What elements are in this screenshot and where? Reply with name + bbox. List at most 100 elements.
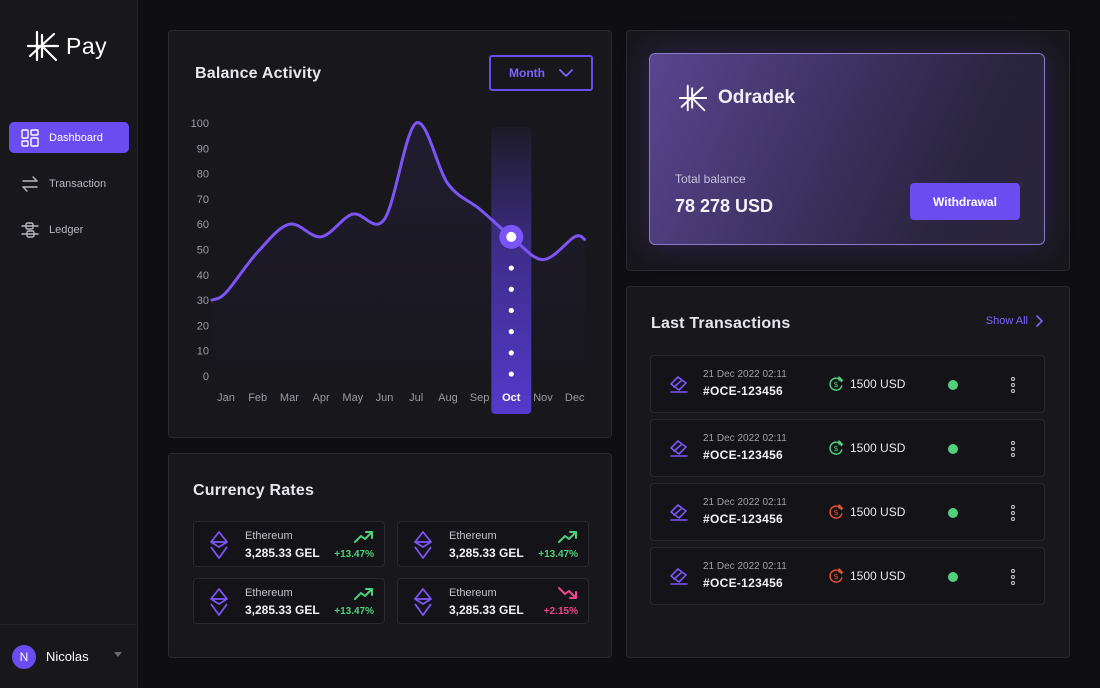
card-brand: Odradek: [678, 84, 795, 112]
transaction-amount-value: 1500 USD: [850, 505, 906, 519]
y-tick-label: 20: [197, 320, 209, 332]
total-balance-value: 78 278 USD: [675, 196, 774, 216]
card-brand-name: Odradek: [718, 87, 796, 108]
currency-rate-card[interactable]: Ethereum 3,285.33 GEL +13.47%: [397, 521, 589, 567]
trend-down-icon: [558, 587, 577, 599]
y-tick-label: 60: [197, 219, 209, 231]
currency-value: 3,285.33 GEL: [245, 603, 320, 617]
panel-title: Last Transactions: [651, 315, 791, 332]
more-options-icon[interactable]: [1008, 439, 1018, 459]
transaction-row[interactable]: 21 Dec 2022 02:11 #OCE-123456 $1500 USD: [650, 419, 1045, 477]
logo-icon: [678, 84, 708, 112]
currency-change: +13.47%: [334, 549, 374, 560]
balance-card: Odradek Total balance 78 278 USD Withdra…: [649, 53, 1045, 245]
transaction-date: 21 Dec 2022 02:11: [703, 433, 787, 444]
dashboard-icon: [21, 128, 39, 147]
trend-icon-wrap: [354, 587, 374, 605]
incoming-coin-icon: $: [829, 440, 844, 455]
total-balance-label: Total balance: [675, 172, 746, 186]
invoice-icon: [670, 440, 688, 457]
sidebar-item-dashboard[interactable]: Dashboard: [9, 122, 129, 153]
period-select[interactable]: Month: [489, 55, 593, 91]
sidebar-item-label: Transaction: [49, 177, 107, 190]
ethereum-icon-wrap: [208, 530, 230, 565]
x-tick-label: Nov: [533, 392, 553, 404]
currency-rate-card[interactable]: Ethereum 3,285.33 GEL +13.47%: [193, 521, 385, 567]
invoice-icon-wrap: [669, 567, 689, 590]
sidebar: Pay Dashboard: [0, 0, 138, 688]
x-tick-label: Mar: [280, 392, 299, 404]
outgoing-coin-icon: $: [829, 504, 844, 519]
logo-icon: [26, 30, 60, 62]
x-tick-label: Oct: [502, 392, 521, 404]
transaction-amount-value: 1500 USD: [850, 441, 906, 455]
transaction-row[interactable]: 21 Dec 2022 02:11 #OCE-123456 $1500 USD: [650, 355, 1045, 413]
x-tick-label: Apr: [313, 392, 330, 404]
series-area: [212, 122, 585, 377]
period-value: Month: [509, 66, 545, 80]
panel-title: Currency Rates: [193, 482, 315, 499]
transaction-amount: $1500 USD: [828, 568, 905, 584]
transaction-amount: $1500 USD: [828, 376, 905, 392]
user-menu[interactable]: N Nicolas: [0, 624, 138, 688]
invoice-icon: [670, 568, 688, 585]
drop-line-dot: [508, 286, 514, 292]
status-dot: [948, 444, 958, 454]
invoice-icon: [670, 376, 688, 393]
transaction-amount-value: 1500 USD: [850, 377, 906, 391]
ethereum-icon-wrap: [412, 587, 434, 622]
transaction-date: 21 Dec 2022 02:11: [703, 561, 787, 572]
sidebar-item-ledger[interactable]: Ledger: [9, 214, 129, 245]
drop-line-dot: [508, 329, 514, 335]
caret-down-icon[interactable]: [114, 652, 122, 657]
transaction-row[interactable]: 21 Dec 2022 02:11 #OCE-123456 $1500 USD: [650, 547, 1045, 605]
withdrawal-button[interactable]: Withdrawal: [910, 183, 1020, 220]
more-options-icon[interactable]: [1008, 567, 1018, 587]
transaction-date: 21 Dec 2022 02:11: [703, 497, 787, 508]
svg-text:$: $: [833, 444, 838, 453]
show-all-label: Show All: [985, 315, 1028, 327]
currency-change: +2.15%: [543, 606, 578, 617]
user-name: Nicolas: [46, 649, 89, 664]
sidebar-item-label: Dashboard: [49, 131, 103, 144]
currency-rate-card[interactable]: Ethereum 3,285.33 GEL +13.47%: [193, 578, 385, 624]
transaction-row[interactable]: 21 Dec 2022 02:11 #OCE-123456 $1500 USD: [650, 483, 1045, 541]
status-dot: [948, 380, 958, 390]
y-tick-label: 10: [197, 346, 209, 358]
trend-up-icon: [558, 531, 577, 543]
avatar: N: [12, 644, 36, 669]
currency-name: Ethereum: [245, 587, 293, 599]
transaction-amount: $1500 USD: [828, 440, 905, 456]
sidebar-item-transaction[interactable]: Transaction: [9, 168, 129, 199]
y-tick-label: 0: [203, 371, 209, 383]
x-tick-label: Jan: [217, 392, 235, 404]
transaction-amount-value: 1500 USD: [850, 569, 906, 583]
x-tick-label: Sep: [470, 392, 490, 404]
invoice-icon: [670, 504, 688, 521]
transaction-id: #OCE-123456: [703, 576, 784, 590]
more-options-icon[interactable]: [1008, 375, 1018, 395]
show-all-link[interactable]: Show All: [986, 315, 1043, 327]
series-line: [210, 121, 587, 302]
x-tick-label: May: [342, 392, 363, 404]
more-options-icon[interactable]: [1008, 503, 1018, 523]
y-tick-label: 90: [197, 143, 209, 155]
ethereum-icon: [210, 531, 228, 559]
x-tick-label: Dec: [565, 392, 585, 404]
x-tick-label: Jul: [409, 392, 423, 404]
y-tick-label: 100: [191, 118, 209, 130]
invoice-icon-wrap: [669, 439, 689, 462]
currency-rates-panel: Currency Rates Ethereum 3,285.33 GEL +13.4…: [168, 453, 612, 658]
y-tick-label: 40: [197, 270, 209, 282]
currency-value: 3,285.33 GEL: [449, 603, 524, 617]
ledger-icon: [21, 221, 39, 238]
app-logo[interactable]: Pay: [26, 30, 107, 62]
currency-rate-card[interactable]: Ethereum 3,285.33 GEL +2.15%: [397, 578, 589, 624]
trend-icon-wrap: [558, 530, 578, 548]
currency-change: +13.47%: [538, 549, 578, 560]
drop-line-dot: [508, 307, 514, 314]
currency-name: Ethereum: [449, 530, 497, 542]
drop-line-dot: [508, 350, 514, 356]
ethereum-icon: [414, 531, 432, 559]
